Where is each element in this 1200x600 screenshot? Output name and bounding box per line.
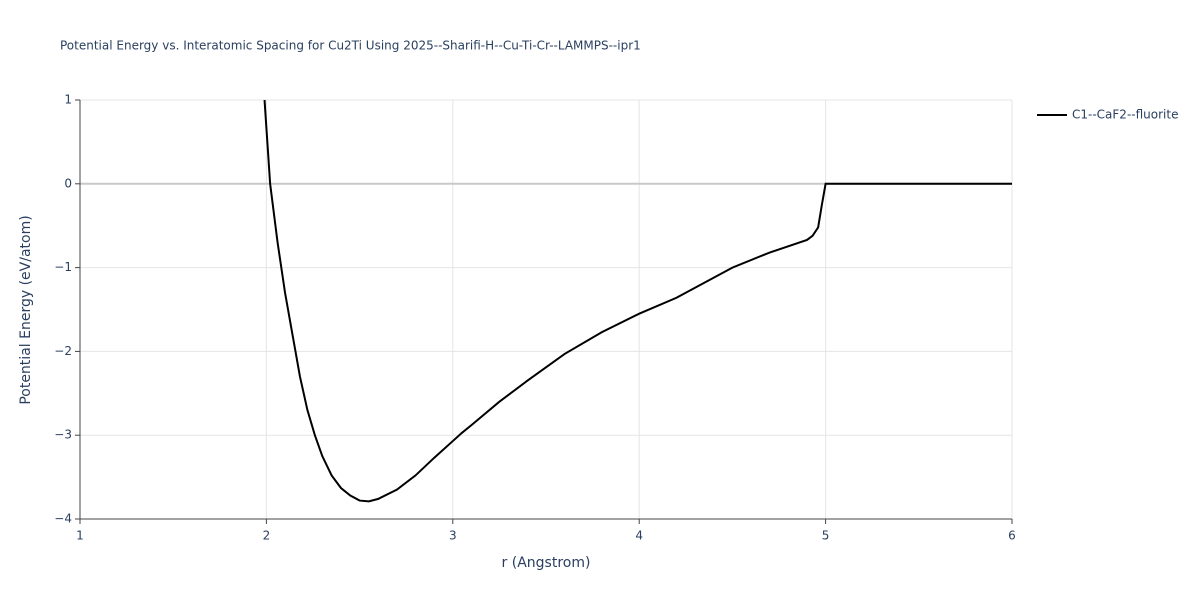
y-tick-label: −1 (54, 260, 72, 274)
line-series (263, 99, 1012, 503)
x-tick-label: 1 (76, 529, 84, 543)
x-axis-label: r (Angstrom) (502, 555, 591, 571)
x-tick-label: 4 (635, 529, 643, 543)
y-tick-label: 1 (64, 93, 72, 107)
x-tick-label: 6 (1008, 529, 1016, 543)
chart-title: Potential Energy vs. Interatomic Spacing… (60, 39, 641, 53)
y-tick-label: −3 (54, 428, 72, 442)
x-tick-label: 2 (263, 529, 271, 543)
y-tick-label: −4 (54, 512, 72, 526)
y-axis-label: Potential Energy (eV/atom) (18, 215, 34, 404)
y-tick-label: 0 (64, 176, 72, 190)
legend-label: C1--CaF2--fluorite (1072, 108, 1178, 122)
x-tick-label: 3 (449, 529, 457, 543)
y-tick-label: −2 (54, 344, 72, 358)
x-tick-label: 5 (822, 529, 830, 543)
